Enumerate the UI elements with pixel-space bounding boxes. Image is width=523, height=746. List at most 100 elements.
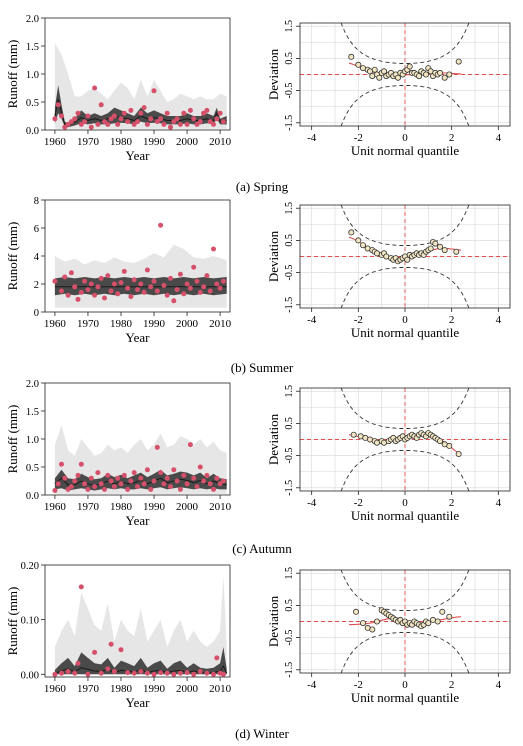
residual-point (455, 58, 462, 65)
observed-point (211, 486, 216, 492)
observed-point (118, 116, 124, 122)
observed-point (177, 121, 183, 127)
observed-point (141, 105, 147, 111)
observed-point (98, 481, 104, 487)
observed-point (191, 264, 197, 270)
observed-point (174, 287, 180, 293)
x-tick-label: 4 (496, 497, 502, 509)
x-tick-label: 2000 (176, 501, 199, 513)
observed-point (128, 478, 134, 484)
outer-interval-band (54, 43, 227, 129)
observed-point (174, 478, 180, 484)
observed-point (121, 110, 127, 116)
observed-point (52, 671, 58, 677)
x-tick-label: 1970 (77, 683, 100, 695)
residual-point (436, 243, 443, 250)
observed-point (194, 121, 200, 127)
x-tick-label: 2000 (176, 318, 199, 330)
observed-point (115, 121, 121, 127)
observed-point (184, 481, 190, 487)
observed-point (102, 486, 107, 492)
observed-point (181, 472, 187, 478)
observed-point (78, 289, 84, 295)
observed-point (108, 641, 114, 647)
observed-point (65, 121, 71, 127)
autumn-runoff-chart: 1960 1970 1980 1990 2000 2010 0.0 0.5 1.0 1.5 2.0 Y… (5, 379, 232, 528)
observed-point (204, 670, 210, 676)
x-tick-label: -2 (354, 497, 363, 509)
inner-interval-band (54, 647, 227, 675)
residual-point (432, 240, 439, 247)
y-tick-label: 0.5 (26, 463, 39, 474)
observed-point (111, 484, 117, 490)
x-tick-label: 4 (496, 314, 502, 326)
observed-point (95, 121, 101, 127)
observed-point (95, 284, 101, 290)
observed-point (171, 298, 177, 304)
observed-point (214, 116, 220, 122)
x-tick-label: 0 (402, 497, 408, 509)
y-tick-label: 2.0 (26, 14, 39, 25)
y-tick-label: 0 (34, 308, 39, 319)
observed-point (207, 288, 213, 294)
observed-point (52, 278, 58, 284)
observed-point (197, 119, 203, 125)
observed-point (141, 481, 147, 487)
x-tick-label: 2 (449, 314, 455, 326)
observed-point (75, 110, 81, 116)
x-tick-label: 1970 (77, 136, 100, 148)
observed-point (108, 478, 114, 484)
caption-summer: (b) Summer (231, 360, 294, 375)
observed-point (151, 478, 157, 484)
observed-point (217, 110, 223, 116)
y-tick-label: 0.5 (284, 417, 295, 430)
observed-point (154, 119, 160, 125)
observed-point (154, 444, 160, 450)
observed-point (111, 669, 117, 674)
x-tick-label: 1980 (110, 683, 133, 695)
x-tick-label: 1960 (44, 501, 67, 513)
observed-point (171, 671, 177, 677)
observed-point (164, 475, 170, 481)
observed-point (72, 284, 78, 290)
residual-point (373, 618, 380, 625)
y-tick-label: 1.0 (26, 70, 39, 81)
spring-runoff-chart: 1960 1970 1980 1990 2000 2010 0.0 0.5 1.0 1.5 2.0 Y… (5, 14, 232, 163)
observed-point (220, 119, 226, 125)
outer-interval-band (54, 244, 227, 308)
residual-point (369, 626, 376, 633)
observed-point (214, 281, 220, 287)
observed-point (184, 121, 190, 127)
caption-autumn: (c) Autumn (232, 541, 292, 556)
y-tick-label: 1.5 (26, 407, 39, 418)
residual-point (376, 74, 383, 81)
x-tick-label: 2010 (209, 136, 232, 148)
observed-point (151, 671, 157, 677)
x-tick-label: 2 (449, 132, 455, 144)
observed-point (138, 669, 144, 674)
y-tick-label: 0.5 (284, 599, 295, 612)
y-tick-label: 1.5 (284, 385, 295, 398)
y-axis-label: Runoff (mm) (5, 222, 20, 291)
y-tick-label: 8 (34, 196, 39, 207)
observed-point (75, 296, 81, 302)
x-tick-label: 1970 (77, 501, 100, 513)
observed-point (121, 472, 127, 478)
observed-point (59, 288, 64, 294)
y-tick-label: 0.0 (26, 126, 39, 137)
summer-runoff-chart: 1960 1970 1980 1990 2000 2010 0 2 4 6 8 Year Runoff … (5, 196, 232, 345)
observed-point (125, 486, 131, 492)
observed-point (55, 481, 61, 487)
observed-point (115, 475, 121, 481)
observed-point (184, 670, 190, 676)
observed-point (88, 281, 94, 287)
observed-point (92, 649, 98, 655)
residual-point (355, 61, 362, 68)
observed-point (82, 119, 88, 125)
observed-point (98, 275, 104, 281)
x-axis-label: Unit normal quantile (351, 690, 460, 705)
observed-point (65, 486, 71, 492)
observed-point (52, 116, 58, 122)
y-axis-label: Deviation (266, 595, 281, 647)
observed-point (187, 442, 193, 448)
